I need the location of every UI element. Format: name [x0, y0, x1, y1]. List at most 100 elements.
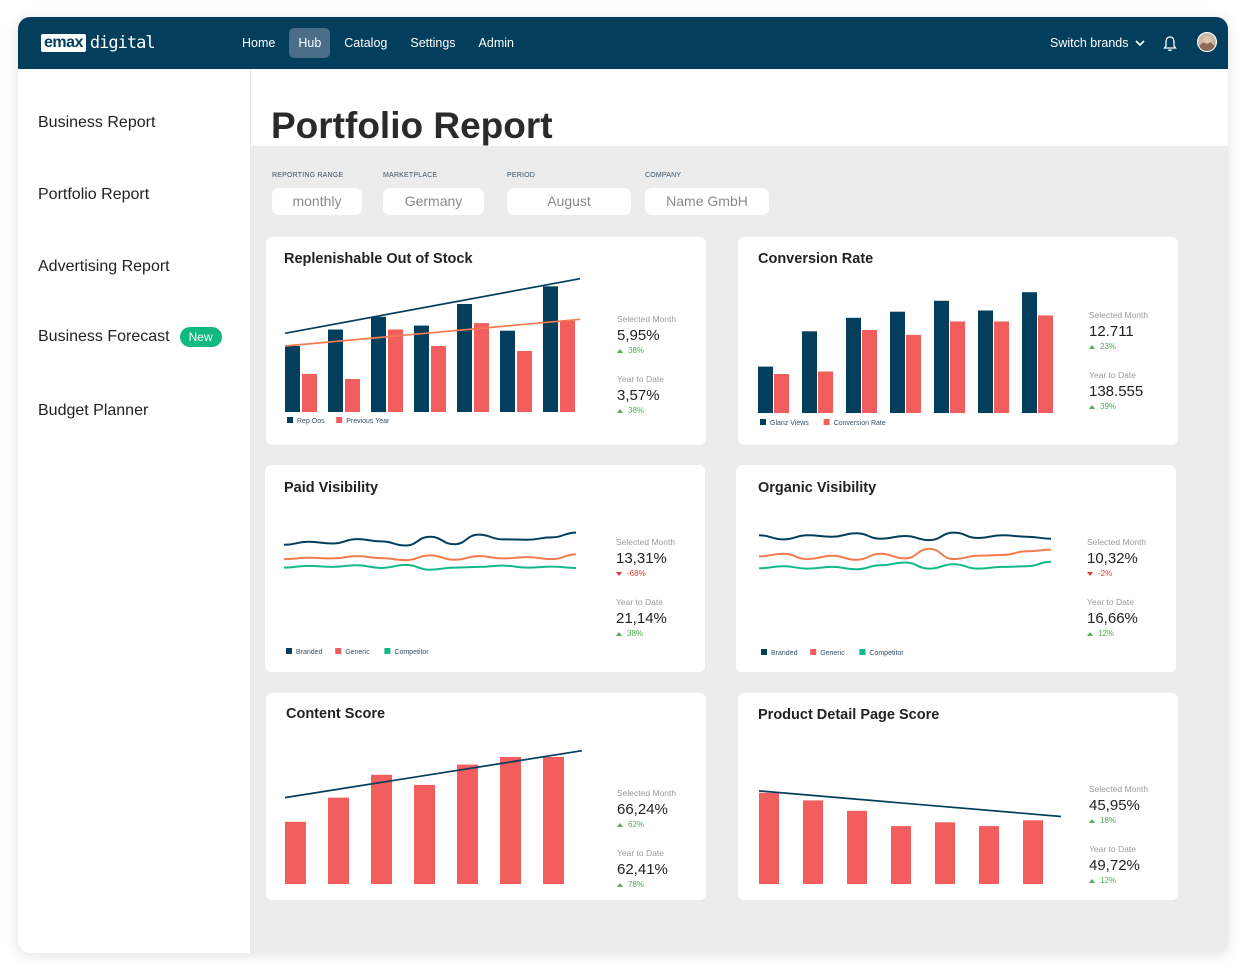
selected-month-stat: Selected Month 45,95% 18% [1089, 784, 1148, 825]
stat-label: Selected Month [1089, 784, 1149, 794]
chart-bar [414, 784, 435, 884]
reporting-range-select[interactable]: monthly [272, 188, 362, 215]
selected-month-stat: Selected Month 10,32% -2% [1087, 537, 1146, 578]
sidebar-item-business-report[interactable]: Business Report [38, 114, 155, 132]
chart-bar [890, 311, 905, 413]
stat-value: 45,95% [1089, 797, 1140, 814]
sidebar-item-label: Portfolio Report [38, 186, 150, 203]
year-to-date-stat: Year to Date 138.555 39% [1089, 370, 1143, 411]
page-header: Portfolio Report [251, 69, 1228, 146]
stat-label: Year to Date [1089, 844, 1136, 854]
nav-admin[interactable]: Admin [478, 36, 514, 50]
trend-down-icon [1087, 571, 1093, 576]
filter-marketplace: MARKETPLACE Germany [383, 172, 484, 215]
card-paid-visibility[interactable]: Branded Generic Competitor Paid Visibility … [265, 465, 705, 672]
filter-period: PERIOD August [507, 172, 631, 215]
chart-canvas: Branded Generic Competitor [283, 531, 577, 656]
stat-change: 38% [617, 346, 676, 355]
stat-change-value: 23% [1100, 342, 1117, 351]
legend-label: Previous Year [346, 418, 390, 425]
stat-change: 62% [617, 820, 676, 829]
card-organic-visibility[interactable]: Branded Generic Competitor Organic Visibili… [736, 465, 1176, 672]
stat-label: Year to Date [616, 597, 663, 607]
stat-value: 3,57% [617, 387, 660, 404]
chart-bar [862, 330, 877, 413]
trend-up-icon [1089, 878, 1095, 883]
stat-value: 10,32% [1087, 550, 1138, 567]
card-replenishable-out-of-stock[interactable]: Rep Oos Previous Year Replenishable Out of… [266, 237, 706, 445]
chart-bar [371, 316, 386, 413]
year-to-date-stat: Year to Date 62,41% 78% [617, 848, 668, 889]
sidebar-item-budget-planner[interactable]: Budget Planner [38, 402, 148, 420]
stat-value: 16,66% [1087, 610, 1138, 627]
chart-bar [328, 329, 343, 412]
stat-value: 21,14% [616, 610, 667, 627]
chart-canvas: Glanz Views Conversion Rate [758, 292, 1053, 427]
switch-brands-label: Switch brands [1050, 36, 1129, 50]
chart-bar [1038, 315, 1053, 413]
card-conversion-rate[interactable]: Glanz Views Conversion Rate Conversion Rat… [738, 237, 1178, 445]
chart-bar [285, 821, 306, 884]
stat-change-value: 38% [627, 629, 644, 638]
legend-swatch [335, 648, 342, 654]
stat-label: Selected Month [616, 537, 676, 547]
user-avatar[interactable] [1197, 32, 1217, 52]
bell-icon[interactable] [1162, 35, 1178, 53]
stat-label: Selected Month [1087, 537, 1147, 547]
stat-change: 38% [616, 629, 667, 638]
legend-label: Rep Oos [297, 418, 325, 425]
new-badge: New [179, 327, 222, 347]
chart-bar [560, 320, 575, 412]
selected-month-stat: Selected Month 13,31% -68% [616, 537, 675, 578]
stat-change-value: 78% [628, 880, 645, 889]
chart-bar [950, 321, 965, 413]
stat-change-value: 12% [1100, 876, 1117, 885]
card-title: Product Detail Page Score [758, 707, 940, 723]
nav-settings[interactable]: Settings [410, 36, 456, 50]
legend-label: Branded [296, 649, 323, 656]
marketplace-select[interactable]: Germany [383, 188, 484, 215]
chart-canvas: Branded Generic Competitor [758, 531, 1052, 657]
nav-home[interactable]: Home [242, 36, 276, 50]
sidebar-item-advertising-report[interactable]: Advertising Report [38, 258, 170, 276]
sidebar-item-label: Budget Planner [38, 402, 149, 419]
chart-bar [758, 366, 773, 413]
card-product-detail-page-score[interactable]: Product Detail Page Score Selected Month… [738, 693, 1178, 900]
stat-change-value: 38% [628, 406, 645, 415]
stat-change-value: 38% [628, 346, 645, 355]
sidebar-item-portfolio-report[interactable]: Portfolio Report [38, 186, 149, 204]
legend-label: Branded [771, 650, 798, 657]
trend-line [284, 318, 581, 347]
series-line-competitor [283, 563, 577, 571]
card-content-score[interactable]: Content Score Selected Month 66,24% 62% Yea… [266, 693, 706, 900]
trend-up-icon [617, 882, 623, 887]
trend-up-icon [617, 822, 623, 827]
company-select[interactable]: Name GmbH [645, 188, 769, 215]
chart-canvas [284, 749, 583, 884]
stat-change: -68% [616, 569, 675, 578]
legend-label: Generic [820, 650, 845, 657]
sidebar-item-business-forecast[interactable]: Business Forecast New [38, 327, 222, 347]
selected-month-stat: Selected Month 12.711 23% [1089, 310, 1148, 351]
selected-month-stat: Selected Month 66,24% 62% [617, 788, 676, 829]
chart-bar [345, 379, 360, 412]
logo-wordmark: digital [89, 33, 156, 53]
chart-bar [371, 774, 392, 884]
chart-bar [457, 764, 478, 884]
stat-change-value: 39% [1100, 402, 1117, 411]
chart-bar [543, 286, 558, 412]
legend-swatch [760, 419, 766, 425]
chart-bar [891, 826, 911, 884]
legend-label: Conversion Rate [834, 420, 886, 427]
stat-change-value: 62% [628, 820, 645, 829]
period-select[interactable]: August [507, 188, 631, 215]
switch-brands-dropdown[interactable]: Switch brands [1050, 36, 1145, 50]
stat-value: 12.711 [1089, 323, 1134, 340]
nav-catalog[interactable]: Catalog [344, 36, 388, 50]
trend-up-icon [1087, 631, 1093, 636]
emax-digital-logo[interactable]: emax digital [41, 32, 156, 54]
nav-hub[interactable]: Hub [289, 28, 331, 58]
stat-label: Year to Date [617, 374, 664, 384]
legend-swatch [287, 417, 293, 423]
chart-bar [302, 373, 317, 412]
